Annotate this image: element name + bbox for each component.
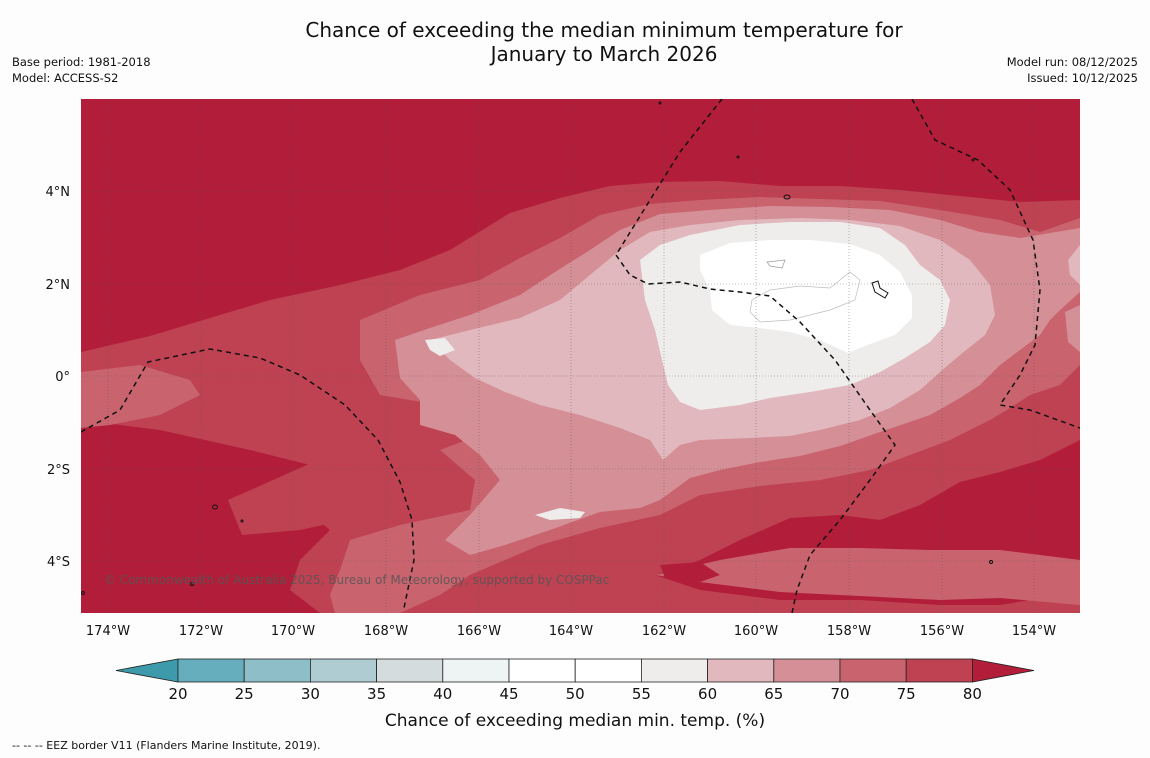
lon-label: 172°W xyxy=(179,624,223,639)
lon-label: 166°W xyxy=(457,624,501,639)
colorbar-extend-low xyxy=(115,658,179,683)
chart-title: Chance of exceeding the median minimum t… xyxy=(0,18,1150,66)
lat-label: 2°N xyxy=(46,278,71,293)
lat-label: 2°S xyxy=(47,463,70,478)
lat-label: 4°S xyxy=(47,555,70,570)
colorbar-segment xyxy=(773,658,841,683)
model-run: Model run: 08/12/2025 xyxy=(1006,55,1138,69)
colorbar-title: Chance of exceeding median min. temp. (%… xyxy=(385,711,765,731)
cbar-tick-label: 55 xyxy=(632,685,651,703)
islands xyxy=(81,101,993,595)
meta-right: Model run: 08/12/2025 Issued: 10/12/2025 xyxy=(1007,54,1138,86)
contour-line-inner xyxy=(749,271,861,323)
lon-label: 174°W xyxy=(86,624,130,639)
lon-label: 160°W xyxy=(734,624,778,639)
lat-label: 4°N xyxy=(46,185,71,200)
colorbar-segment xyxy=(243,658,311,683)
issued-date: Issued: 10/12/2025 xyxy=(1027,71,1138,85)
contour-50-55 xyxy=(700,240,912,353)
lon-label: 156°W xyxy=(920,624,964,639)
colorbar-segment xyxy=(508,658,576,683)
pocket-light-1 xyxy=(425,338,455,356)
eez-borders xyxy=(81,99,1080,613)
longitude-labels: 174°W 172°W 170°W 168°W 166°W 164°W 162°… xyxy=(86,624,1056,639)
title-line-1: Chance of exceeding the median minimum t… xyxy=(305,18,903,42)
colorbar-segment xyxy=(309,658,377,683)
map-plot-area: © Commonwealth of Australia 2025, Bureau… xyxy=(81,99,1080,613)
cbar-tick-label: 30 xyxy=(301,685,320,703)
cbar-tick-label: 75 xyxy=(897,685,916,703)
copyright-text: © Commonwealth of Australia 2025, Bureau… xyxy=(104,573,609,587)
model-name: Model: ACCESS-S2 xyxy=(12,71,119,85)
colorbar-segment xyxy=(574,658,642,683)
cbar-tick-label: 65 xyxy=(764,685,783,703)
lon-label: 168°W xyxy=(364,624,408,639)
lon-label: 162°W xyxy=(642,624,686,639)
colorbar-segment xyxy=(442,658,510,683)
cbar-tick-label: 45 xyxy=(499,685,518,703)
colorbar-segment xyxy=(177,658,245,683)
base-period: Base period: 1981-2018 xyxy=(12,55,151,69)
colorbar-segment xyxy=(905,658,973,683)
eez-footnote: -- -- -- EEZ border V11 (Flanders Marine… xyxy=(12,739,321,752)
latitude-labels: 4°N 2°N 0° 2°S 4°S xyxy=(46,185,71,570)
cbar-tick-label: 70 xyxy=(830,685,849,703)
lat-label: 0° xyxy=(55,370,70,385)
cbar-tick-label: 40 xyxy=(433,685,452,703)
colorbar-segment xyxy=(641,658,709,683)
colorbar xyxy=(115,658,1035,683)
title-line-2: January to March 2026 xyxy=(490,42,718,66)
colorbar-extend-high xyxy=(972,658,1035,683)
cbar-tick-label: 50 xyxy=(566,685,585,703)
contour-line-small xyxy=(766,259,786,269)
lon-label: 158°W xyxy=(827,624,871,639)
meta-left: Base period: 1981-2018 Model: ACCESS-S2 xyxy=(12,54,151,86)
colorbar-segment xyxy=(376,658,444,683)
cbar-tick-label: 20 xyxy=(168,685,187,703)
colorbar-tick-labels: 20 25 30 35 40 45 50 55 60 65 70 75 80 xyxy=(168,685,981,703)
colorbar-segment xyxy=(839,658,907,683)
cbar-tick-label: 60 xyxy=(698,685,717,703)
lon-label: 170°W xyxy=(271,624,315,639)
cbar-tick-label: 80 xyxy=(963,685,982,703)
pocket-light-2 xyxy=(535,508,585,520)
colorbar-segment xyxy=(707,658,775,683)
cbar-tick-label: 25 xyxy=(235,685,254,703)
lon-label: 154°W xyxy=(1012,624,1056,639)
pocket-dark-1 xyxy=(660,562,720,582)
cbar-tick-label: 35 xyxy=(367,685,386,703)
lon-label: 164°W xyxy=(549,624,593,639)
